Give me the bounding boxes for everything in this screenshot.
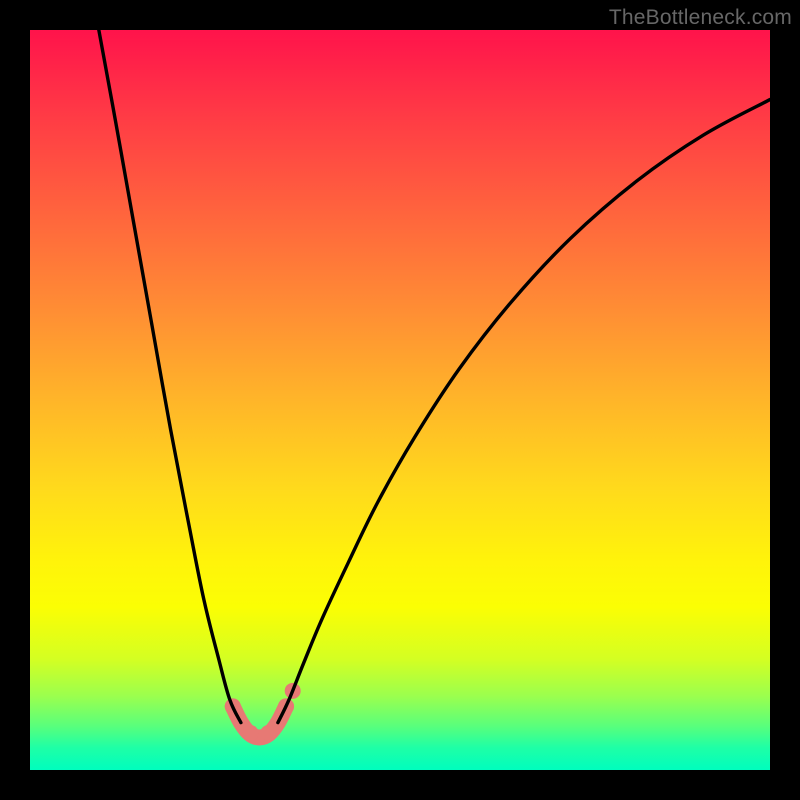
chart-plot-area bbox=[30, 30, 770, 770]
chart-curve-left bbox=[99, 30, 241, 723]
frame-border-right bbox=[770, 0, 800, 800]
chart-valley-marker bbox=[260, 725, 276, 741]
frame-border-bottom bbox=[0, 770, 800, 800]
chart-curve-layer bbox=[30, 30, 770, 770]
chart-valley-marker bbox=[243, 725, 259, 741]
chart-curve-right bbox=[278, 100, 770, 723]
watermark-text: TheBottleneck.com bbox=[609, 6, 792, 30]
frame-border-left bbox=[0, 0, 30, 800]
